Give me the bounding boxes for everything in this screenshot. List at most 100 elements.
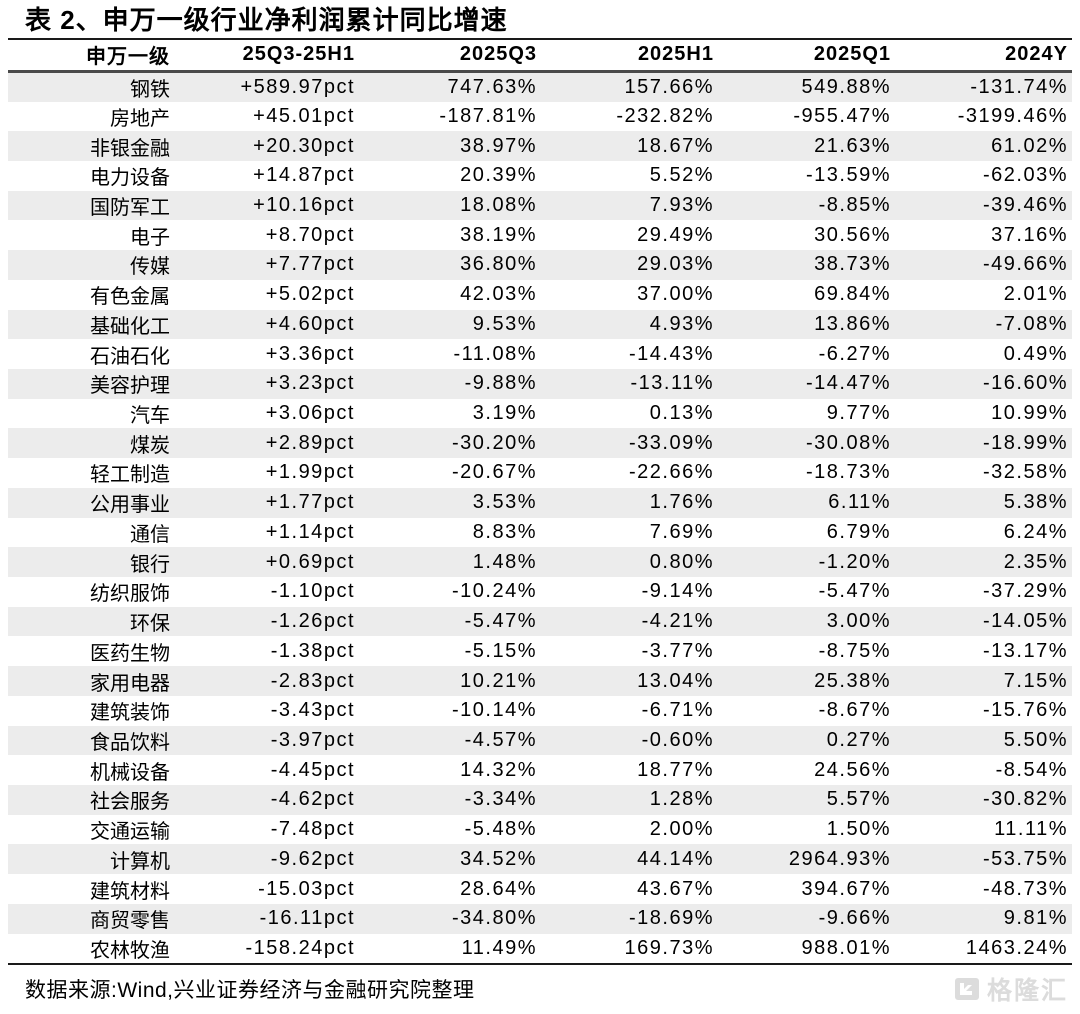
industry-name-cell: 电子 bbox=[130, 226, 170, 249]
value-cell: -3.43pct bbox=[270, 699, 355, 722]
value-cell: -33.09% bbox=[629, 431, 714, 454]
value-cell: +5.02pct bbox=[265, 283, 355, 306]
industry-name-cell: 传媒 bbox=[130, 256, 170, 279]
table-header: 申万一级 25Q3-25H1 2025Q3 2025H1 2025Q1 2024Y bbox=[8, 40, 1072, 73]
value-cell: 13.86% bbox=[814, 312, 891, 335]
column-header: 2025Q3 bbox=[355, 40, 537, 73]
value-cell: 34.52% bbox=[460, 847, 537, 870]
value-cell: 69.84% bbox=[814, 283, 891, 306]
value-cell: 43.67% bbox=[637, 877, 714, 900]
industry-name-cell: 公用事业 bbox=[90, 494, 170, 517]
value-cell: -6.71% bbox=[641, 699, 714, 722]
value-cell: -16.11pct bbox=[259, 907, 355, 930]
value-cell: +0.69pct bbox=[265, 550, 355, 573]
value-cell: -15.76% bbox=[983, 699, 1068, 722]
value-cell: 5.57% bbox=[826, 788, 891, 811]
table-body: 钢铁 +589.97pct 747.63% 157.66% 549.88% -131.74… bbox=[8, 71, 1072, 963]
value-cell: -14.43% bbox=[629, 342, 714, 365]
value-cell: -0.60% bbox=[641, 728, 714, 751]
value-cell: 169.73% bbox=[624, 936, 714, 959]
value-cell: -15.03pct bbox=[258, 877, 355, 900]
industry-name-cell: 基础化工 bbox=[90, 315, 170, 338]
value-cell: 549.88% bbox=[801, 75, 891, 98]
value-cell: 157.66% bbox=[624, 75, 714, 98]
value-cell: -48.73% bbox=[983, 877, 1068, 900]
value-cell: -4.21% bbox=[641, 610, 714, 633]
value-cell: -14.47% bbox=[806, 372, 891, 395]
value-cell: -187.81% bbox=[439, 104, 537, 127]
table-row: 交通运输 -7.48pct -5.48% 2.00% 1.50% 11.11% bbox=[8, 815, 1072, 845]
value-cell: -3.34% bbox=[464, 788, 537, 811]
value-cell: -1.20% bbox=[818, 550, 891, 573]
industry-name-cell: 环保 bbox=[130, 613, 170, 636]
industry-name-cell: 家用电器 bbox=[90, 672, 170, 695]
value-cell: 6.79% bbox=[826, 520, 891, 543]
industry-name-cell: 钢铁 bbox=[130, 78, 170, 101]
value-cell: -13.59% bbox=[806, 164, 891, 187]
value-cell: +1.14pct bbox=[265, 520, 355, 543]
value-cell: -30.08% bbox=[806, 431, 891, 454]
table-row: 银行 +0.69pct 1.48% 0.80% -1.20% 2.35% bbox=[8, 547, 1072, 577]
table-row: 美容护理 +3.23pct -9.88% -13.11% -14.47% -16.60% bbox=[8, 368, 1072, 399]
value-cell: 18.08% bbox=[460, 194, 537, 217]
value-cell: -9.62pct bbox=[270, 847, 355, 870]
value-cell: -8.85% bbox=[818, 194, 891, 217]
table-row: 通信 +1.14pct 8.83% 7.69% 6.79% 6.24% bbox=[8, 518, 1072, 548]
value-cell: 1.50% bbox=[826, 818, 891, 841]
industry-name-cell: 社会服务 bbox=[90, 791, 170, 814]
table-row: 基础化工 +4.60pct 9.53% 4.93% 13.86% -7.08% bbox=[8, 309, 1072, 340]
value-cell: 2.00% bbox=[649, 818, 714, 841]
value-cell: -9.14% bbox=[641, 580, 714, 603]
value-cell: +1.77pct bbox=[265, 491, 355, 514]
value-cell: -3.97pct bbox=[270, 728, 355, 751]
value-cell: +10.16pct bbox=[253, 194, 355, 217]
value-cell: -39.46% bbox=[983, 194, 1068, 217]
value-cell: 8.83% bbox=[472, 520, 537, 543]
gelonghui-watermark: 格隆汇 bbox=[952, 971, 1072, 1007]
value-cell: -7.48pct bbox=[270, 818, 355, 841]
value-cell: -955.47% bbox=[793, 104, 891, 127]
table-row: 钢铁 +589.97pct 747.63% 157.66% 549.88% -131.74… bbox=[8, 71, 1072, 102]
value-cell: 18.77% bbox=[637, 758, 714, 781]
industry-name-cell: 美容护理 bbox=[90, 375, 170, 398]
value-cell: -9.88% bbox=[464, 372, 537, 395]
value-cell: -1.26pct bbox=[270, 610, 355, 633]
value-cell: +3.06pct bbox=[265, 402, 355, 425]
table-row: 社会服务 -4.62pct -3.34% 1.28% 5.57% -30.82% bbox=[8, 785, 1072, 815]
value-cell: 3.00% bbox=[826, 610, 891, 633]
table-row: 电子 +8.70pct 38.19% 29.49% 30.56% 37.16% bbox=[8, 220, 1072, 250]
value-cell: -10.14% bbox=[452, 699, 537, 722]
title-divider bbox=[8, 38, 1072, 40]
value-cell: 29.49% bbox=[637, 223, 714, 246]
value-cell: 3.19% bbox=[472, 402, 537, 425]
value-cell: 42.03% bbox=[460, 283, 537, 306]
value-cell: +3.36pct bbox=[265, 342, 355, 365]
industry-name-cell: 房地产 bbox=[110, 107, 170, 130]
industry-name-cell: 农林牧渔 bbox=[90, 939, 170, 962]
value-cell: 394.67% bbox=[801, 877, 891, 900]
value-cell: +45.01pct bbox=[253, 104, 355, 127]
table-row: 轻工制造 +1.99pct -20.67% -22.66% -18.73% -32.58% bbox=[8, 458, 1072, 488]
value-cell: -22.66% bbox=[629, 461, 714, 484]
industry-name-cell: 医药生物 bbox=[90, 642, 170, 665]
value-cell: -158.24pct bbox=[245, 936, 355, 959]
column-header: 2024Y bbox=[891, 40, 1072, 73]
value-cell: 0.80% bbox=[649, 550, 714, 573]
table-row: 食品饮料 -3.97pct -4.57% -0.60% 0.27% 5.50% bbox=[8, 725, 1072, 756]
value-cell: 0.49% bbox=[1003, 342, 1068, 365]
table-row: 公用事业 +1.77pct 3.53% 1.76% 6.11% 5.38% bbox=[8, 487, 1072, 518]
value-cell: +1.99pct bbox=[265, 461, 355, 484]
value-cell: -5.47% bbox=[464, 610, 537, 633]
table-row: 环保 -1.26pct -5.47% -4.21% 3.00% -14.05% bbox=[8, 606, 1072, 637]
value-cell: -13.11% bbox=[630, 372, 714, 395]
value-cell: 37.16% bbox=[991, 223, 1068, 246]
value-cell: -1.38pct bbox=[270, 639, 355, 662]
table-row: 纺织服饰 -1.10pct -10.24% -9.14% -5.47% -37.29% bbox=[8, 577, 1072, 607]
value-cell: 1.76% bbox=[649, 491, 714, 514]
industry-name-cell: 石油石化 bbox=[90, 345, 170, 368]
value-cell: -2.83pct bbox=[270, 669, 355, 692]
value-cell: 5.50% bbox=[1003, 728, 1068, 751]
value-cell: +3.23pct bbox=[265, 372, 355, 395]
value-cell: +14.87pct bbox=[253, 164, 355, 187]
value-cell: 30.56% bbox=[814, 223, 891, 246]
